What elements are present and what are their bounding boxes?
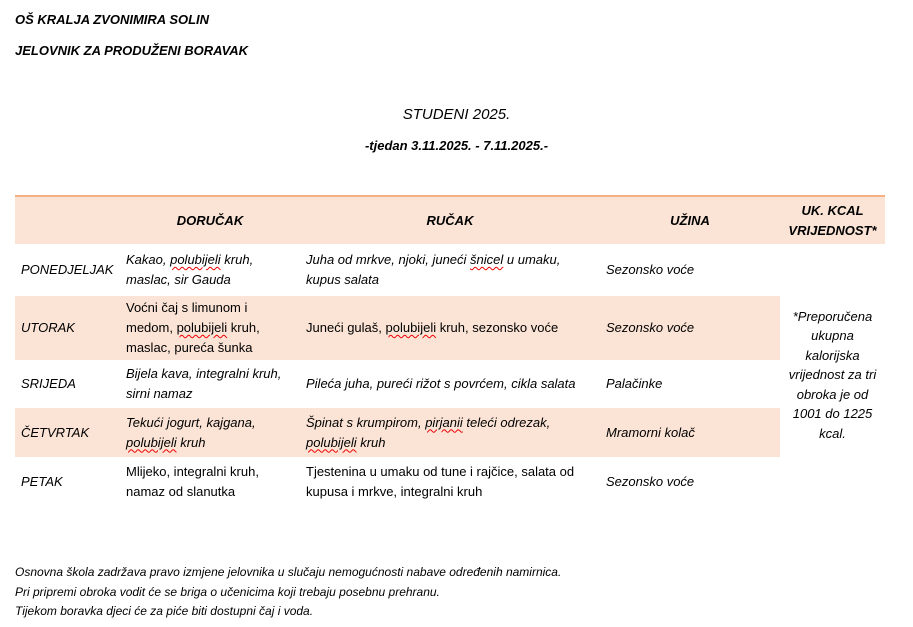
- menu-subtitle: JELOVNIK ZA PRODUŽENI BORAVAK: [15, 43, 249, 58]
- spellcheck-word: šnicel: [470, 252, 504, 267]
- spellcheck-word: polubijeli: [385, 320, 437, 335]
- text-segment: Juha od mrkve, njoki, juneći: [306, 252, 471, 267]
- month-title: STUDENI 2025.: [402, 106, 511, 123]
- breakfast-cell: Mlijeko, integralni kruh, namaz od slanu…: [120, 457, 300, 506]
- text-segment: u umaku, kupus salata: [306, 252, 561, 287]
- breakfast-cell: Kakao, polubijeli kruh, maslac, sir Gaud…: [120, 244, 300, 296]
- notes: Osnovna škola zadržava pravo izmjene jel…: [15, 563, 561, 622]
- snack-cell: Sezonsko voće: [606, 262, 695, 277]
- text-segment: Pileća juha, pureći rižot s povrćem, cik…: [306, 376, 576, 391]
- lunch-cell: Špinat s krumpirom, pirjanii teleći odre…: [300, 408, 600, 457]
- text-segment: kruh: [356, 434, 386, 450]
- school-name: OŠ KRALJA ZVONIMIRA SOLIN: [15, 12, 210, 27]
- text-segment: kruh, maslac, pureća šunka: [126, 320, 260, 355]
- text-segment: Juneći gulaš,: [306, 320, 386, 335]
- text-segment: kruh: [176, 434, 206, 450]
- text-segment: teleći odrezak,: [462, 414, 551, 430]
- day-cell: PONEDJELJAK: [21, 262, 114, 277]
- table-header-row: DORUČAK RUČAK UŽINA UK. KCAL VRIJEDNOST*: [15, 195, 885, 244]
- table-row: PETAK Mlijeko, integralni kruh, namaz od …: [15, 457, 885, 506]
- note: Pri pripremi obroka vodit će se briga o …: [15, 584, 440, 599]
- col-day: [15, 195, 120, 244]
- text-segment: Špinat s krumpirom,: [306, 414, 426, 430]
- spellcheck-word: polubijeli: [126, 434, 177, 450]
- day-cell: UTORAK: [15, 296, 120, 360]
- text-segment: Tjestenina u umaku od tune i rajčice, sa…: [306, 463, 575, 499]
- note: Osnovna škola zadržava pravo izmjene jel…: [15, 565, 562, 579]
- text-segment: Tekući jogurt, kajgana,: [126, 414, 256, 430]
- menu-table: DORUČAK RUČAK UŽINA UK. KCAL VRIJEDNOST*…: [15, 195, 885, 506]
- breakfast-cell: Voćni čaj s limunom i medom, polubijeli …: [120, 296, 300, 360]
- snack-cell: Mramorni kolač: [600, 408, 780, 457]
- spellcheck-word: pirjanii: [425, 414, 463, 430]
- kcal-note: *Preporučena ukupna kalorijska vrijednos…: [788, 308, 877, 441]
- breakfast-cell: Bijela kava, integralni kruh, sirni nama…: [120, 360, 300, 408]
- table-row: UTORAK Voćni čaj s limunom i medom, polub…: [15, 296, 885, 360]
- week-range: -tjedan 3.11.2025. - 7.11.2025.-: [364, 138, 549, 153]
- text-segment: Kakao,: [126, 252, 171, 267]
- table-row: ČETVRTAK Tekući jogurt, kajgana, polubije…: [15, 408, 885, 457]
- spellcheck-word: polubijeli: [176, 320, 228, 335]
- table-row: SRIJEDA Bijela kava, integralni kruh, sir…: [15, 360, 885, 408]
- snack-cell: Palačinke: [606, 376, 663, 391]
- breakfast-cell: Tekući jogurt, kajgana, polubijeli kruh: [120, 408, 300, 457]
- text-segment: kruh, maslac, sir Gauda: [126, 252, 254, 287]
- text-segment: Voćni čaj s limunom i medom,: [126, 300, 248, 335]
- snack-cell: Sezonsko voće: [600, 296, 780, 360]
- lunch-cell: Pileća juha, pureći rižot s povrćem, cik…: [300, 360, 600, 408]
- text-segment: Mlijeko, integralni kruh, namaz od slanu…: [126, 463, 259, 499]
- text-segment: Bijela kava, integralni kruh, sirni nama…: [126, 366, 282, 401]
- col-breakfast: DORUČAK: [120, 195, 300, 244]
- col-lunch: RUČAK: [300, 195, 600, 244]
- lunch-cell: Tjestenina u umaku od tune i rajčice, sa…: [300, 457, 600, 506]
- spellcheck-word: polubijeli: [170, 252, 221, 267]
- table-row: PONEDJELJAK Kakao, polubijeli kruh, masla…: [15, 244, 885, 441]
- day-cell: ČETVRTAK: [15, 408, 120, 457]
- spellcheck-word: polubijeli: [306, 434, 357, 450]
- lunch-cell: Juha od mrkve, njoki, juneći šnicel u um…: [300, 244, 600, 296]
- col-snack: UŽINA: [600, 195, 780, 244]
- col-kcal: UK. KCAL VRIJEDNOST*: [780, 195, 885, 244]
- text-segment: kruh, sezonsko voće: [436, 320, 559, 335]
- snack-cell: Sezonsko voće: [606, 473, 695, 489]
- note: Tijekom boravka djeci će za piće biti do…: [15, 604, 314, 618]
- day-cell: SRIJEDA: [21, 376, 76, 391]
- lunch-cell: Juneći gulaš, polubijeli kruh, sezonsko …: [300, 296, 600, 360]
- day-cell: PETAK: [21, 473, 63, 489]
